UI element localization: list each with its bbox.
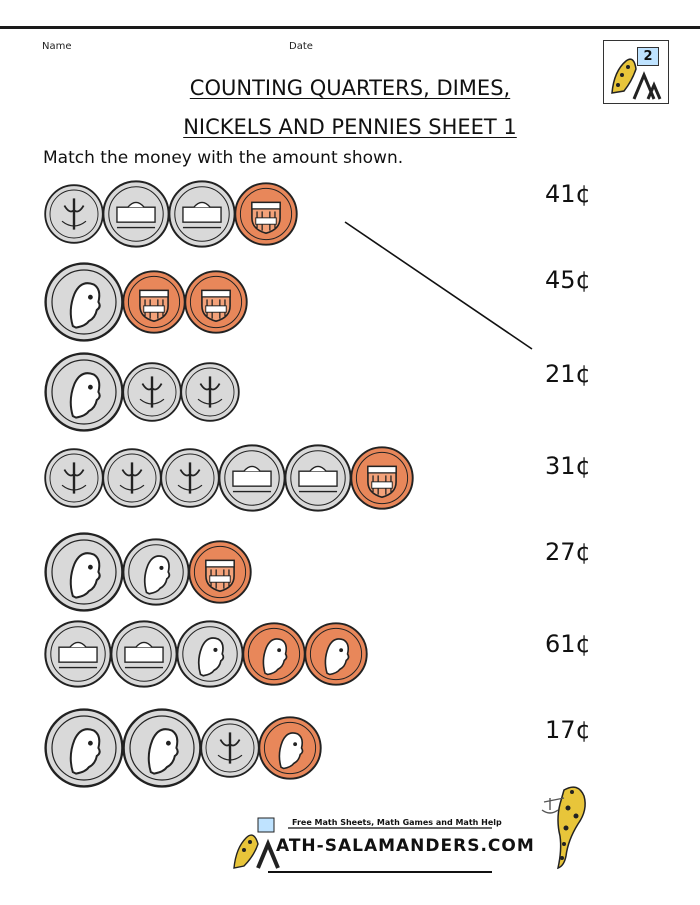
grade-badge: 2 <box>603 40 669 104</box>
amount-label: 17¢ <box>545 716 591 744</box>
penny-coin-icon <box>122 270 186 338</box>
footer-logo-art <box>233 817 492 873</box>
nickel-coin-icon <box>284 444 352 516</box>
penny-coin-icon <box>258 716 322 784</box>
footer-tagline: Free Math Sheets, Math Games and Math He… <box>292 818 502 827</box>
amount-label: 21¢ <box>545 360 591 388</box>
dime-coin-icon <box>122 362 182 426</box>
salamander-badge-icon <box>611 58 662 100</box>
quarter-coin-icon <box>122 708 202 792</box>
quarter-coin-icon <box>44 708 124 792</box>
nickel-coin-icon <box>44 620 112 692</box>
footer-site-name: ATH-SALAMANDERS.COM <box>276 836 535 856</box>
worksheet-title-line-1: COUNTING QUARTERS, DIMES, <box>189 76 511 100</box>
nickel-coin-icon <box>176 620 244 692</box>
name-label: Name <box>42 41 72 52</box>
quarter-coin-icon <box>44 262 124 346</box>
salamander-mascot-icon <box>541 786 586 870</box>
dime-coin-icon <box>200 718 260 782</box>
quarter-coin-icon <box>44 532 124 616</box>
nickel-coin-icon <box>110 620 178 692</box>
dime-coin-icon <box>44 448 104 512</box>
penny-coin-icon <box>234 182 298 250</box>
worksheet-title-line-2: NICKELS AND PENNIES SHEET 1 <box>183 115 517 139</box>
penny-coin-icon <box>350 446 414 514</box>
nickel-coin-icon <box>102 180 170 252</box>
dime-coin-icon <box>160 448 220 512</box>
instruction-text: Match the money with the amount shown. <box>43 148 404 168</box>
amount-label: 41¢ <box>545 180 591 208</box>
penny-coin-icon <box>242 622 306 690</box>
amount-label: 61¢ <box>545 630 591 658</box>
dime-coin-icon <box>180 362 240 426</box>
date-label: Date <box>289 41 313 52</box>
amount-label: 27¢ <box>545 538 591 566</box>
penny-coin-icon <box>184 270 248 338</box>
nickel-coin-icon <box>218 444 286 516</box>
grade-number: 2 <box>637 47 659 66</box>
nickel-coin-icon <box>168 180 236 252</box>
quarter-coin-icon <box>44 352 124 436</box>
amount-label: 45¢ <box>545 266 591 294</box>
dime-coin-icon <box>44 184 104 248</box>
penny-coin-icon <box>188 540 252 608</box>
amount-label: 31¢ <box>545 452 591 480</box>
penny-coin-icon <box>304 622 368 690</box>
dime-coin-icon <box>102 448 162 512</box>
nickel-coin-icon <box>122 538 190 610</box>
top-rule <box>0 26 700 29</box>
